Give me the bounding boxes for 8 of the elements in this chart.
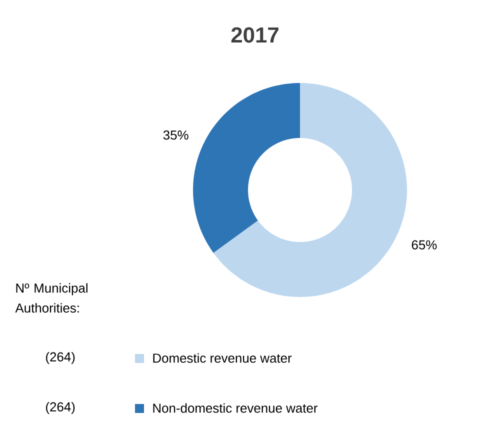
data-label: 65%	[412, 240, 437, 250]
chart-title: 2017	[231, 27, 278, 43]
text: (264)	[46, 352, 75, 364]
text: (264)	[46, 402, 75, 414]
legend-label: Domestic revenue water	[153, 353, 292, 363]
legend-title: Nº Municipal Authorities:	[15, 283, 88, 313]
data-label: 35%	[163, 130, 188, 140]
legend-label: Non-domestic revenue water	[153, 403, 318, 413]
